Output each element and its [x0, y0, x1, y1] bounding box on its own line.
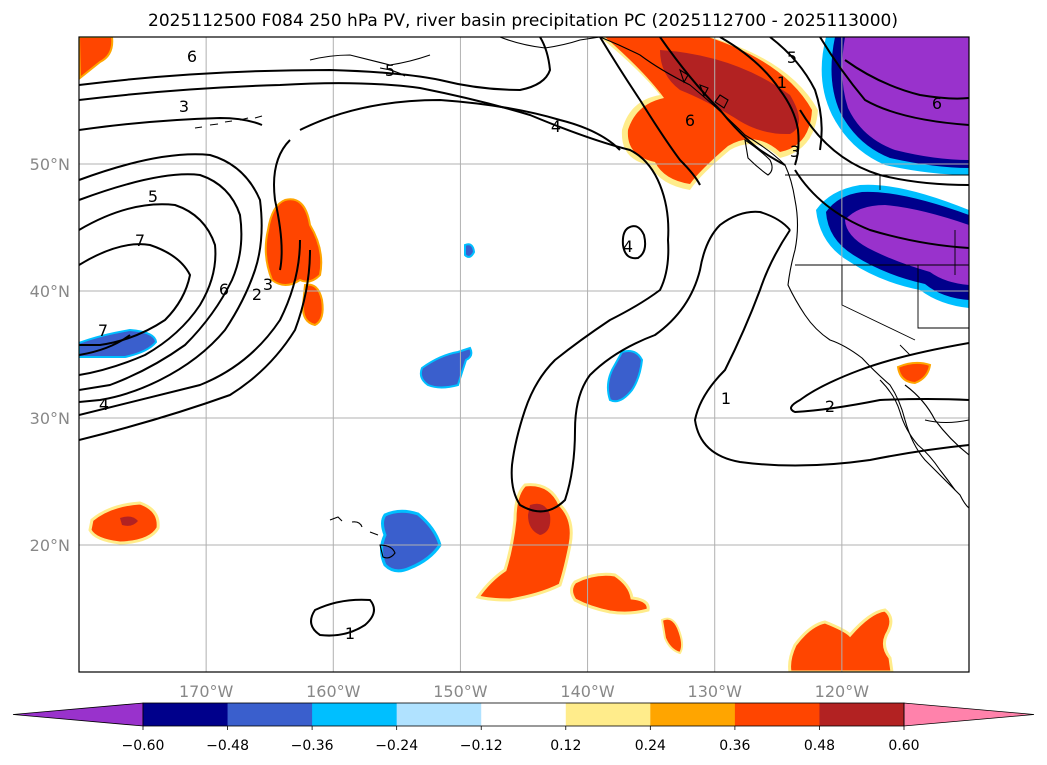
latitude-tick-label: 40°N — [30, 282, 70, 301]
colorbar-tick-label: −0.36 — [291, 738, 334, 754]
colorbar-tick-label: 0.12 — [550, 738, 581, 754]
colorbar-segment — [734, 703, 820, 726]
contour-label: 7 — [98, 321, 108, 340]
contour-label: 4 — [623, 237, 633, 256]
positive-anomaly-134w — [660, 617, 684, 655]
colorbar-segment — [481, 703, 567, 726]
colorbar-tick-label: 0.60 — [888, 738, 919, 754]
colorbar-tick-label: −0.60 — [122, 738, 165, 754]
colorbar-tick-label: −0.48 — [206, 738, 249, 754]
longitude-tick-label: 160°W — [306, 682, 361, 701]
contour-label: 4 — [99, 395, 109, 414]
positive-anomaly-pnw-core — [605, 37, 812, 184]
contour-label: 4 — [551, 117, 561, 136]
coastlines — [194, 37, 969, 559]
positive-anomaly-117w — [896, 361, 932, 385]
contour-label: 3 — [263, 275, 273, 294]
contour-label: 3 — [790, 142, 800, 161]
colorbar-under-extension — [12, 702, 144, 727]
colorbar-segment — [396, 703, 482, 726]
negative-anomaly-149w — [464, 243, 476, 258]
latitude-labels: 20°N 30°N 40°N 50°N — [30, 155, 70, 555]
contour-label: 5 — [787, 48, 797, 67]
longitude-tick-label: 140°W — [560, 682, 615, 701]
colorbar-segment — [143, 703, 229, 726]
colorbar-over-extension — [903, 702, 1035, 727]
negative-anomaly-137w — [606, 350, 644, 403]
latitude-tick-label: 50°N — [30, 155, 70, 174]
colorbar-segment — [565, 703, 651, 726]
negative-anomaly-152w — [419, 346, 473, 389]
latitude-tick-label: 30°N — [30, 409, 70, 428]
colorbar-frame — [142, 702, 905, 727]
longitude-labels: 170°W 160°W 150°W 140°W 130°W 120°W — [179, 682, 869, 701]
longitude-tick-label: 170°W — [179, 682, 234, 701]
contour-label: 2 — [825, 397, 835, 416]
longitude-tick-label: 150°W — [433, 682, 488, 701]
pv-contours — [79, 37, 969, 637]
precipitation-shading — [79, 37, 969, 672]
colorbar-tick-label: −0.24 — [375, 738, 418, 754]
positive-anomaly-176w-core — [120, 516, 138, 526]
figure-title: 2025112500 F084 250 hPa PV, river basin … — [148, 11, 898, 31]
positive-anomaly-163w-tail — [301, 283, 324, 327]
contour-label: 2 — [252, 285, 262, 304]
negative-anomaly-hawaii — [380, 509, 442, 573]
colorbar-segment — [227, 703, 313, 726]
contour-label: 3 — [179, 97, 189, 116]
colorbar-tick-label: 0.48 — [804, 738, 835, 754]
negative-anomaly-ne-core — [842, 37, 969, 160]
contour-label: 6 — [932, 94, 942, 113]
positive-anomaly-pnw-max — [660, 50, 799, 135]
contour-label: 7 — [135, 231, 145, 250]
contour-label: 5 — [148, 187, 158, 206]
contour-label: 6 — [219, 280, 229, 299]
colorbar-tick-label: 0.24 — [635, 738, 666, 754]
latitude-tick-label: 20°N — [30, 536, 70, 555]
longitude-tick-label: 130°W — [688, 682, 743, 701]
colorbar-tick-label: 0.36 — [719, 738, 750, 754]
map-frame — [78, 36, 970, 673]
contour-label: 6 — [187, 47, 197, 66]
positive-anomaly-nw-corner — [79, 37, 114, 81]
contour-label: 1 — [345, 624, 355, 643]
colorbar-tick-label: −0.12 — [460, 738, 503, 754]
colorbar-segment — [819, 703, 905, 726]
contour-label: 1 — [777, 73, 787, 92]
longitude-tick-label: 120°W — [815, 682, 870, 701]
colorbar: −0.60 −0.48 −0.36 −0.24 −0.12 0.12 0.24 0.36 0.4… — [12, 702, 1035, 754]
contour-label: 1 — [721, 389, 731, 408]
positive-anomaly-139w — [570, 572, 650, 615]
positive-anomaly-baja — [788, 608, 894, 672]
pv-contour-labels: 6 3 5 7 6 2 3 7 4 5 4 4 5 1 6 1 2 1 6 3 — [98, 47, 942, 643]
contour-label: 5 — [385, 61, 395, 80]
colorbar-segment — [650, 703, 736, 726]
colorbar-segment — [312, 703, 398, 726]
map-panel: 6 3 5 7 6 2 3 7 4 5 4 4 5 1 6 1 2 1 6 3 — [79, 37, 969, 672]
contour-label: 6 — [685, 111, 695, 130]
